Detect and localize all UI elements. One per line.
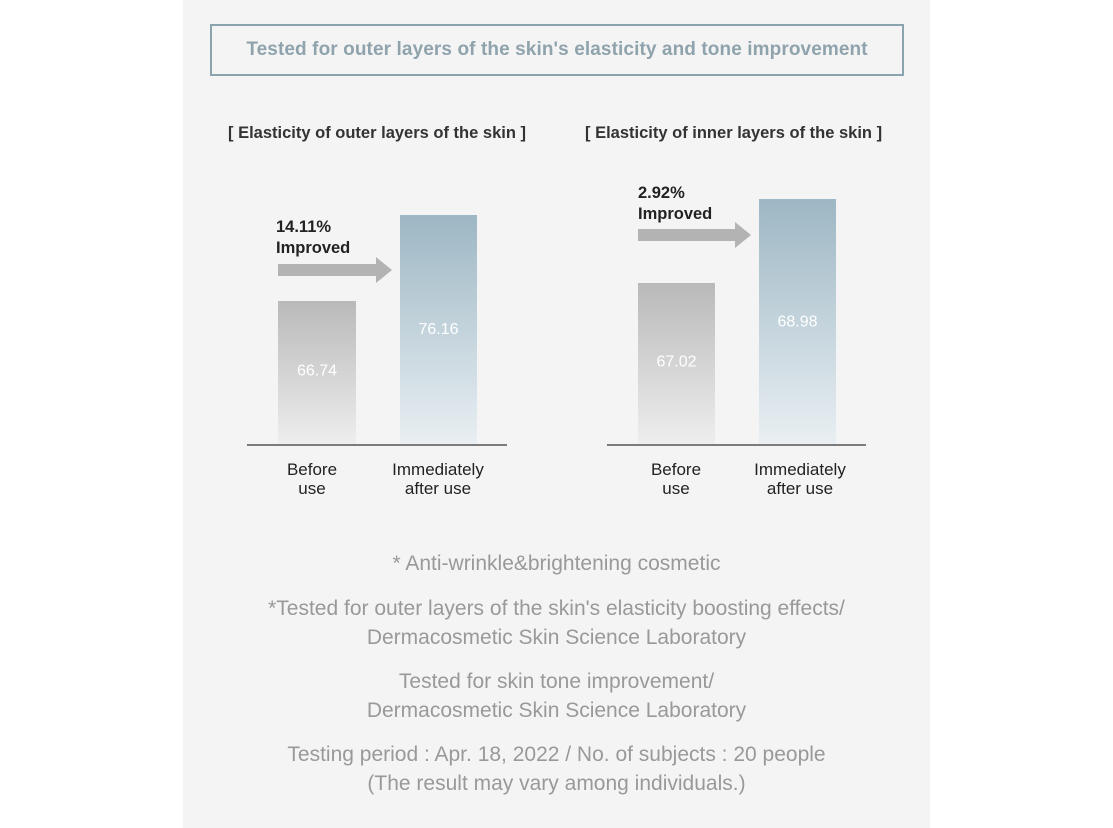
note-cosmetic: * Anti-wrinkle&brightening cosmetic	[392, 552, 721, 575]
bar-after	[759, 199, 836, 444]
category-label: Before	[651, 460, 701, 479]
category-label: use	[662, 479, 689, 498]
note-testing-period: Testing period : Apr. 18, 2022 / No. of …	[287, 743, 826, 766]
bar-value-label: 66.74	[297, 362, 337, 379]
bar-value-label: 76.16	[418, 321, 458, 338]
bar-value-label: 67.02	[656, 354, 696, 371]
improvement-arrow-head	[376, 257, 392, 283]
category-label: Immediately	[392, 460, 484, 479]
category-label: Immediately	[754, 460, 846, 479]
note-tone-test: Tested for skin tone improvement/	[398, 670, 715, 693]
note-tone-lab: Dermacosmetic Skin Science Laboratory	[366, 699, 747, 722]
category-label: after use	[405, 479, 471, 498]
chart-title-inner: [ Elasticity of inner layers of the skin…	[585, 124, 883, 142]
bar-after	[400, 215, 477, 444]
category-label: after use	[767, 479, 833, 498]
page-title: Tested for outer layers of the skin's el…	[210, 24, 904, 76]
improvement-label: Improved	[638, 205, 712, 223]
improvement-label: Improved	[276, 239, 350, 257]
improvement-arrow-head	[735, 222, 751, 248]
improvement-percent: 2.92%	[638, 184, 685, 202]
bar-value-label: 68.98	[777, 313, 817, 330]
bar-before	[278, 301, 356, 444]
note-elasticity-test: *Tested for outer layers of the skin's e…	[268, 597, 845, 620]
improvement-arrow-shaft	[278, 264, 378, 276]
bar-before	[638, 283, 715, 444]
category-label: use	[298, 479, 325, 498]
chart-title-outer: [ Elasticity of outer layers of the skin…	[228, 124, 526, 142]
category-label: Before	[287, 460, 337, 479]
improvement-percent: 14.11%	[276, 218, 331, 236]
improvement-arrow-shaft	[638, 229, 737, 241]
note-disclaimer: (The result may vary among individuals.)	[367, 772, 746, 795]
note-elasticity-lab: Dermacosmetic Skin Science Laboratory	[366, 626, 747, 649]
